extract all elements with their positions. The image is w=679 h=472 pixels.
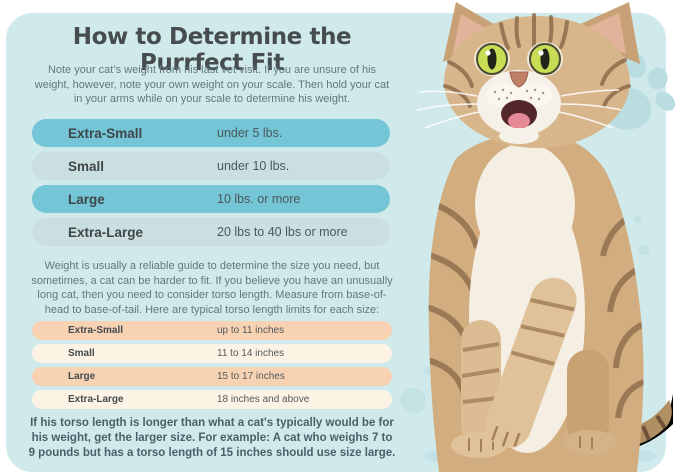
size-value: 20 lbs to 40 lbs or more (217, 225, 348, 239)
size-label: Extra-Large (68, 394, 124, 405)
size-value: under 10 lbs. (217, 159, 290, 173)
size-label: Extra-Large (68, 224, 144, 240)
cat-whiskers (416, 89, 622, 129)
cat-right-leg (564, 350, 616, 454)
weight-size-table: Extra-Small under 5 lbs. Small under 10 … (32, 119, 390, 251)
cat-head (416, 13, 631, 148)
torso-length-table: Extra-Small up to 11 inches Small 11 to … (32, 321, 392, 413)
table-row: Extra-Small under 5 lbs. (32, 119, 390, 147)
size-value: 11 to 14 inches (217, 348, 285, 359)
size-label: Small (68, 348, 95, 359)
page-title: How to Determine the Purrfect Fit (72, 24, 352, 76)
size-value: under 5 lbs. (217, 126, 283, 140)
size-label: Large (68, 191, 105, 207)
torso-paragraph: Weight is usually a reliable guide to de… (31, 260, 393, 316)
table-row: Small 11 to 14 inches (32, 344, 392, 363)
cat-raised-paw (485, 277, 577, 448)
footer-paragraph: If his torso length is longer than what … (28, 417, 396, 459)
table-row: Large 10 lbs. or more (32, 185, 390, 213)
cat-nose (509, 71, 529, 88)
size-label: Extra-Small (68, 325, 124, 336)
size-label: Extra-Small (68, 125, 143, 141)
size-value: 15 to 17 inches (217, 371, 285, 382)
size-value: up to 11 inches (217, 325, 285, 336)
table-row: Large 15 to 17 inches (32, 367, 392, 386)
size-label: Large (68, 371, 96, 382)
table-row: Extra-Large 18 inches and above (32, 390, 392, 409)
size-label: Small (68, 158, 105, 174)
table-row: Small under 10 lbs. (32, 152, 390, 180)
size-value: 18 inches and above (217, 394, 310, 405)
cat-tongue (508, 113, 530, 129)
size-value: 10 lbs. or more (217, 192, 301, 206)
intro-paragraph: Note your cat’s weight from his last vet… (34, 64, 390, 105)
cat-eyes (474, 42, 563, 76)
cat-photo-illustration (416, 2, 673, 472)
table-row: Extra-Small up to 11 inches (32, 321, 392, 340)
cat-muzzle (477, 70, 561, 144)
table-row: Extra-Large 20 lbs to 40 lbs or more (32, 218, 390, 246)
